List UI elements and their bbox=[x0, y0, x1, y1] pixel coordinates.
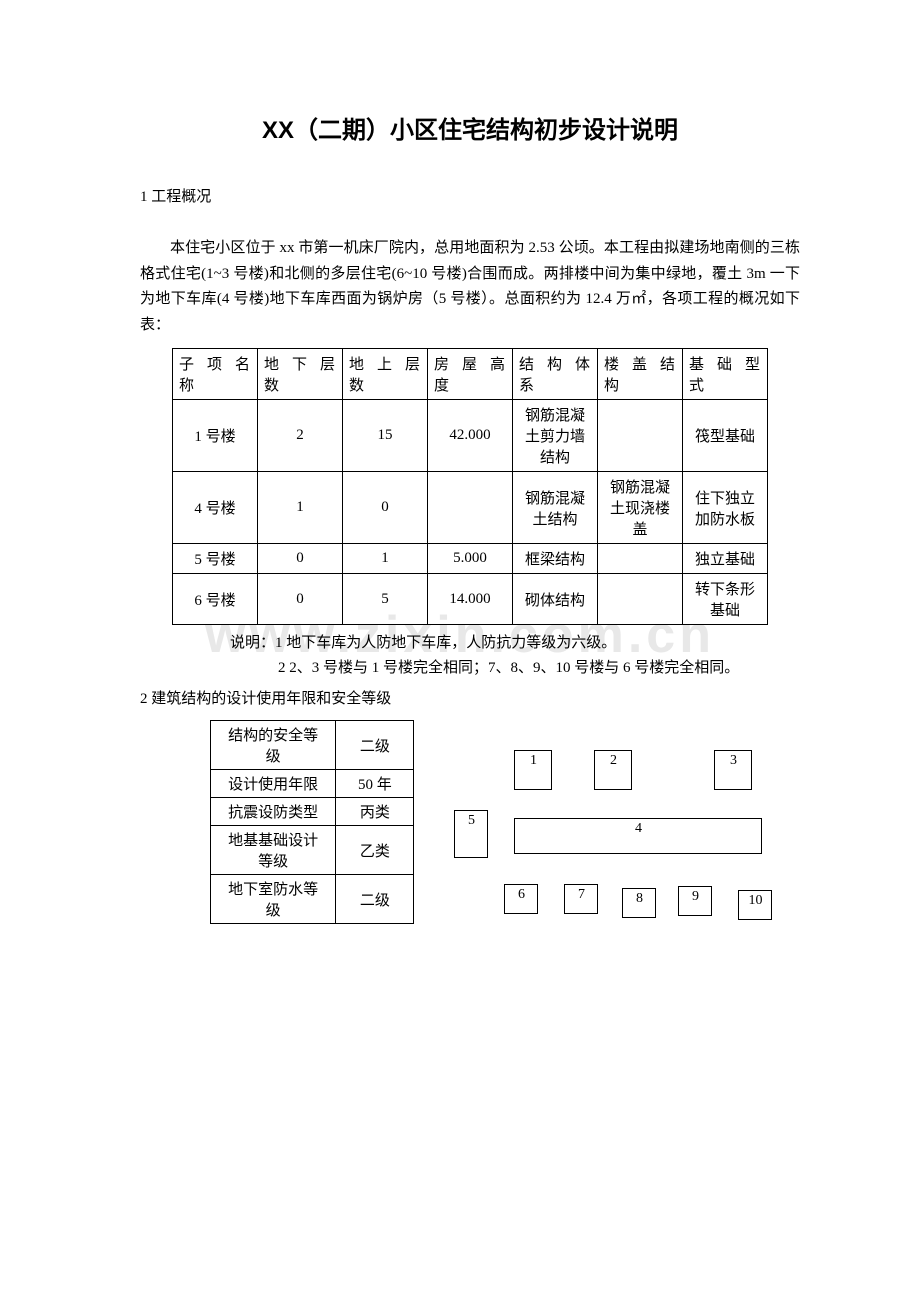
lower-content-wrapper: 结构的安全等级二级设计使用年限50 年抗震设防类型丙类地基基础设计等级乙类地下室… bbox=[140, 720, 800, 950]
diagram-box: 4 bbox=[514, 818, 762, 854]
document-title: XX（二期）小区住宅结构初步设计说明 bbox=[140, 110, 800, 145]
table-header-cell: 地 下 层数 bbox=[258, 349, 343, 400]
diagram-box: 2 bbox=[594, 750, 632, 790]
table-note-2: 2 2、3 号楼与 1 号楼完全相同；7、8、9、10 号楼与 6 号楼完全相同… bbox=[278, 656, 800, 677]
diagram-box: 7 bbox=[564, 884, 598, 914]
table-row: 地基基础设计等级乙类 bbox=[211, 826, 414, 875]
table-cell: 0 bbox=[258, 574, 343, 625]
section-1-heading: 1 工程概况 bbox=[140, 185, 800, 206]
table-cell bbox=[598, 574, 683, 625]
table-cell: 5 号楼 bbox=[173, 544, 258, 574]
table-header-cell: 结 构 体系 bbox=[513, 349, 598, 400]
table-cell: 4 号楼 bbox=[173, 472, 258, 544]
table-header-cell: 子 项 名称 bbox=[173, 349, 258, 400]
table-cell: 0 bbox=[343, 472, 428, 544]
table-cell: 二级 bbox=[336, 875, 414, 924]
diagram-box: 9 bbox=[678, 886, 712, 916]
table-cell: 住下独立加防水板 bbox=[683, 472, 768, 544]
table-cell bbox=[428, 472, 513, 544]
table-header-cell: 楼 盖 结构 bbox=[598, 349, 683, 400]
table-cell: 乙类 bbox=[336, 826, 414, 875]
document-page: XX（二期）小区住宅结构初步设计说明 1 工程概况 本住宅小区位于 xx 市第一… bbox=[0, 0, 920, 1010]
safety-grade-table: 结构的安全等级二级设计使用年限50 年抗震设防类型丙类地基基础设计等级乙类地下室… bbox=[210, 720, 414, 924]
table-cell: 14.000 bbox=[428, 574, 513, 625]
table-cell: 15 bbox=[343, 400, 428, 472]
table-cell: 1 bbox=[343, 544, 428, 574]
table-cell: 地下室防水等级 bbox=[211, 875, 336, 924]
diagram-box: 6 bbox=[504, 884, 538, 914]
table-row: 5 号楼015.000框梁结构 独立基础 bbox=[173, 544, 768, 574]
table-row: 6 号楼0514.000砌体结构 转下条形基础 bbox=[173, 574, 768, 625]
table-cell: 独立基础 bbox=[683, 544, 768, 574]
diagram-box: 8 bbox=[622, 888, 656, 918]
table-cell: 2 bbox=[258, 400, 343, 472]
table-cell: 设计使用年限 bbox=[211, 770, 336, 798]
table-row: 设计使用年限50 年 bbox=[211, 770, 414, 798]
table-cell: 二级 bbox=[336, 721, 414, 770]
table-cell: 钢筋混凝土剪力墙结构 bbox=[513, 400, 598, 472]
table-cell: 42.000 bbox=[428, 400, 513, 472]
diagram-box: 5 bbox=[454, 810, 488, 858]
table-cell bbox=[598, 400, 683, 472]
table-cell: 筏型基础 bbox=[683, 400, 768, 472]
table-cell: 5 bbox=[343, 574, 428, 625]
table-cell: 6 号楼 bbox=[173, 574, 258, 625]
table-row: 地下室防水等级二级 bbox=[211, 875, 414, 924]
section-1-paragraph: 本住宅小区位于 xx 市第一机床厂院内，总用地面积为 2.53 公顷。本工程由拟… bbox=[140, 236, 800, 338]
diagram-box: 3 bbox=[714, 750, 752, 790]
table-cell: 1 号楼 bbox=[173, 400, 258, 472]
diagram-box: 10 bbox=[738, 890, 772, 920]
table-cell: 结构的安全等级 bbox=[211, 721, 336, 770]
table-cell: 5.000 bbox=[428, 544, 513, 574]
table-row: 结构的安全等级二级 bbox=[211, 721, 414, 770]
table-header-cell: 基 础 型式 bbox=[683, 349, 768, 400]
table-cell: 钢筋混凝土现浇楼盖 bbox=[598, 472, 683, 544]
table-row: 4 号楼10 钢筋混凝土结构钢筋混凝土现浇楼盖住下独立加防水板 bbox=[173, 472, 768, 544]
project-overview-table: 子 项 名称 地 下 层数 地 上 层数 房 屋 高度 结 构 体系 楼 盖 结… bbox=[172, 348, 768, 625]
table-cell: 1 bbox=[258, 472, 343, 544]
table-cell: 抗震设防类型 bbox=[211, 798, 336, 826]
table-cell: 丙类 bbox=[336, 798, 414, 826]
table-cell: 框梁结构 bbox=[513, 544, 598, 574]
section-2-heading: 2 建筑结构的设计使用年限和安全等级 bbox=[140, 687, 800, 708]
table-row: 抗震设防类型丙类 bbox=[211, 798, 414, 826]
table-note-1: 说明：1 地下车库为人防地下车库，人防抗力等级为六级。 bbox=[230, 631, 800, 652]
table-header-row: 子 项 名称 地 下 层数 地 上 层数 房 屋 高度 结 构 体系 楼 盖 结… bbox=[173, 349, 768, 400]
table-cell: 50 年 bbox=[336, 770, 414, 798]
diagram-box: 1 bbox=[514, 750, 552, 790]
table-cell: 地基基础设计等级 bbox=[211, 826, 336, 875]
table-cell bbox=[598, 544, 683, 574]
table-cell: 钢筋混凝土结构 bbox=[513, 472, 598, 544]
table-row: 1 号楼21542.000钢筋混凝土剪力墙结构 筏型基础 bbox=[173, 400, 768, 472]
table-header-cell: 地 上 层数 bbox=[343, 349, 428, 400]
table-header-cell: 房 屋 高度 bbox=[428, 349, 513, 400]
table-cell: 转下条形基础 bbox=[683, 574, 768, 625]
site-layout-diagram: 1 2 3 54 6789 10 bbox=[454, 750, 800, 950]
table-cell: 0 bbox=[258, 544, 343, 574]
table-cell: 砌体结构 bbox=[513, 574, 598, 625]
